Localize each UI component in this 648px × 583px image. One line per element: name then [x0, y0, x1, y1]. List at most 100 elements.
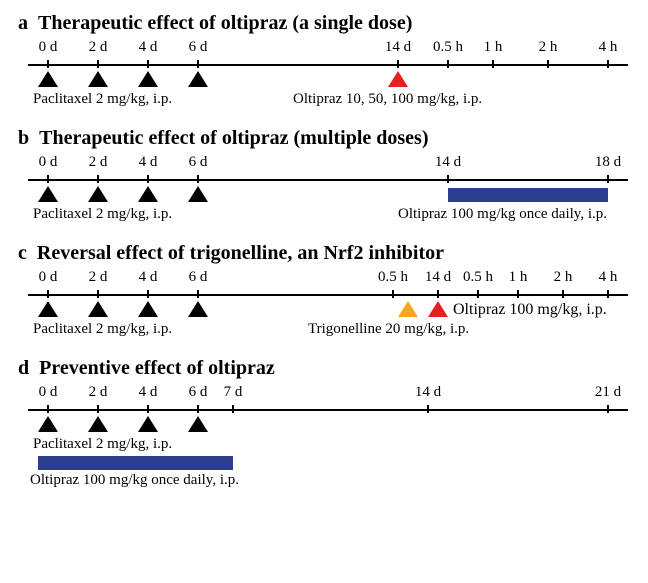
tick-label: 1 h: [509, 269, 528, 286]
markers-row: [28, 186, 628, 206]
axis-tick: [147, 290, 149, 298]
axis-tick: [47, 405, 49, 413]
axis-tick: [392, 290, 394, 298]
axis-tick: [607, 405, 609, 413]
diagram-root: aTherapeutic effect of oltipraz (a singl…: [18, 12, 630, 489]
axis: [28, 57, 628, 71]
tick-label: 18 d: [595, 154, 621, 171]
triangle-marker: [138, 301, 158, 317]
axis-line: [28, 409, 628, 411]
axis-tick: [397, 60, 399, 68]
tick-label: 6 d: [189, 154, 208, 171]
axis-tick: [607, 175, 609, 183]
caption: Paclitaxel 2 mg/kg, i.p.: [33, 206, 172, 223]
triangle-marker: [88, 186, 108, 202]
caption: Paclitaxel 2 mg/kg, i.p.: [33, 436, 172, 453]
axis-tick: [47, 175, 49, 183]
tick-label: 14 d: [385, 39, 411, 56]
panel-title: Reversal effect of trigonelline, an Nrf2…: [37, 242, 444, 265]
tick-label: 6 d: [189, 39, 208, 56]
tick-label: 21 d: [595, 384, 621, 401]
marker-caption: Oltipraz 100 mg/kg, i.p.: [453, 301, 607, 319]
tick-label: 7 d: [224, 384, 243, 401]
panel-title: Therapeutic effect of oltipraz (multiple…: [39, 127, 428, 150]
axis-tick: [492, 60, 494, 68]
panel-letter: b: [18, 127, 29, 150]
caption-row: Paclitaxel 2 mg/kg, i.p.Oltipraz 10, 50,…: [28, 91, 628, 109]
tick-label: 2 d: [89, 39, 108, 56]
tick-label: 4 d: [139, 39, 158, 56]
tick-label: 4 d: [139, 154, 158, 171]
triangle-marker: [88, 301, 108, 317]
panel-d: dPreventive effect of oltipraz0 d2 d4 d6…: [18, 357, 630, 489]
axis-tick: [97, 405, 99, 413]
tick-label: 2 d: [89, 269, 108, 286]
triangle-marker: [38, 416, 58, 432]
markers-row: [28, 71, 628, 91]
axis-tick: [447, 175, 449, 183]
axis-tick: [47, 290, 49, 298]
triangle-marker: [138, 186, 158, 202]
markers-row: Oltipraz 100 mg/kg, i.p.: [28, 301, 628, 321]
tick-label: 14 d: [435, 154, 461, 171]
tick-label: 4 d: [139, 384, 158, 401]
triangle-marker: [188, 416, 208, 432]
axis-tick: [427, 405, 429, 413]
panel-title-row: b Therapeutic effect of oltipraz (multipl…: [18, 127, 630, 150]
caption-row: Paclitaxel 2 mg/kg, i.p.Trigonelline 20 …: [28, 321, 628, 339]
triangle-marker: [88, 416, 108, 432]
axis-tick: [607, 60, 609, 68]
caption: Trigonelline 20 mg/kg, i.p.: [308, 321, 469, 338]
axis-line: [28, 64, 628, 66]
triangle-marker: [398, 301, 418, 317]
axis: [28, 172, 628, 186]
axis-tick: [607, 290, 609, 298]
tick-label: 6 d: [189, 384, 208, 401]
tick-label: 2 h: [554, 269, 573, 286]
axis-tick: [517, 290, 519, 298]
axis-tick: [147, 60, 149, 68]
axis-tick: [562, 290, 564, 298]
axis-tick: [197, 405, 199, 413]
triangle-marker: [188, 186, 208, 202]
axis-tick: [437, 290, 439, 298]
panel-title-row: aTherapeutic effect of oltipraz (a singl…: [18, 12, 630, 35]
caption: Oltipraz 10, 50, 100 mg/kg, i.p.: [293, 91, 482, 108]
triangle-marker: [38, 71, 58, 87]
duration-bar: [448, 188, 608, 202]
axis-tick: [447, 60, 449, 68]
panel-a: aTherapeutic effect of oltipraz (a singl…: [18, 12, 630, 109]
tick-label: 2 d: [89, 384, 108, 401]
caption-row: Paclitaxel 2 mg/kg, i.p.: [28, 436, 628, 454]
tick-label: 1 h: [484, 39, 503, 56]
panel-title: Therapeutic effect of oltipraz (a single…: [38, 12, 412, 35]
axis-tick: [147, 175, 149, 183]
extra-caption: Oltipraz 100 mg/kg once daily, i.p.: [30, 472, 630, 489]
triangle-marker: [188, 301, 208, 317]
axis: [28, 402, 628, 416]
tick-label: 4 d: [139, 269, 158, 286]
axis-tick: [477, 290, 479, 298]
tick-labels: 0 d2 d4 d6 d14 d18 d: [28, 154, 628, 172]
triangle-marker: [138, 416, 158, 432]
panel-c: c Reversal effect of trigonelline, an Nrf…: [18, 242, 630, 339]
tick-label: 2 h: [539, 39, 558, 56]
tick-label: 6 d: [189, 269, 208, 286]
axis-tick: [97, 290, 99, 298]
panel-letter: c: [18, 242, 27, 265]
triangle-marker: [88, 71, 108, 87]
timeline: 0 d2 d4 d6 d7 d14 d21 dPaclitaxel 2 mg/k…: [28, 384, 628, 454]
axis-line: [28, 179, 628, 181]
triangle-marker: [138, 71, 158, 87]
axis-tick: [147, 405, 149, 413]
caption: Oltipraz 100 mg/kg once daily, i.p.: [398, 206, 607, 223]
axis-tick: [97, 60, 99, 68]
tick-label: 0 d: [39, 39, 58, 56]
tick-label: 0 d: [39, 269, 58, 286]
tick-labels: 0 d2 d4 d6 d0.5 h14 d0.5 h1 h2 h4 h: [28, 269, 628, 287]
axis-tick: [547, 60, 549, 68]
timeline: 0 d2 d4 d6 d14 d18 dPaclitaxel 2 mg/kg, …: [28, 154, 628, 224]
axis-tick: [232, 405, 234, 413]
triangle-marker: [188, 71, 208, 87]
tick-label: 0 d: [39, 154, 58, 171]
